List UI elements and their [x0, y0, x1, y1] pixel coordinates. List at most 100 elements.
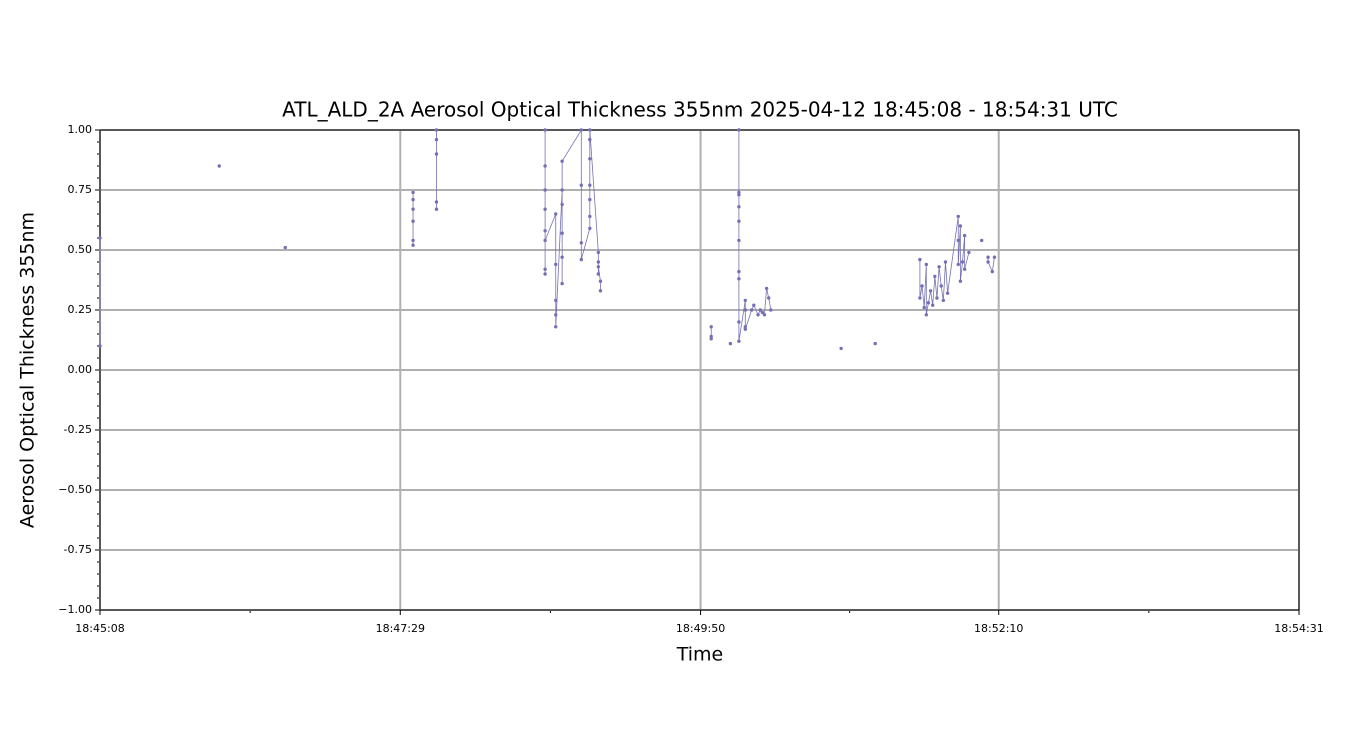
- data-point: [434, 137, 439, 142]
- data-point: [98, 344, 102, 348]
- data-point: [990, 269, 995, 274]
- data-point: [543, 267, 547, 271]
- data-point: [434, 152, 439, 156]
- data-point: [767, 296, 771, 300]
- data-point: [579, 257, 584, 262]
- data-point: [737, 190, 741, 195]
- data-point: [596, 265, 601, 269]
- data-point: [411, 219, 415, 223]
- data-point: [926, 301, 931, 305]
- y-tick-label: 0.25: [68, 303, 93, 316]
- data-point: [920, 284, 924, 288]
- data-point: [588, 214, 592, 219]
- data-point: [979, 238, 984, 243]
- data-point: [596, 260, 601, 264]
- x-tick-label: 18:49:50: [676, 622, 725, 635]
- data-point: [918, 296, 922, 300]
- data-point: [839, 346, 843, 351]
- data-point: [579, 128, 584, 132]
- data-point: [918, 257, 922, 262]
- data-point: [543, 229, 547, 233]
- y-tick-label: -0.25: [64, 423, 92, 436]
- data-point: [560, 281, 564, 286]
- data-point: [411, 190, 415, 195]
- data-point: [752, 303, 756, 307]
- data-point: [98, 236, 102, 240]
- data-point: [737, 219, 741, 223]
- x-tick-label: 18:47:29: [376, 622, 425, 635]
- data-point: [598, 289, 603, 293]
- data-point: [411, 243, 415, 247]
- data-point: [543, 207, 547, 211]
- y-tick-label: −0.50: [58, 483, 92, 496]
- data-point: [283, 245, 287, 250]
- data-point: [588, 183, 592, 187]
- data-point: [962, 267, 967, 271]
- data-point: [986, 260, 990, 264]
- data-point: [434, 207, 439, 211]
- data-point: [764, 286, 769, 291]
- chart-title: ATL_ALD_2A Aerosol Optical Thickness 355…: [282, 98, 1118, 122]
- data-point: [743, 327, 747, 331]
- data-point: [554, 298, 558, 303]
- data-point: [709, 334, 713, 339]
- data-point: [588, 137, 592, 142]
- data-point: [924, 262, 929, 267]
- data-point: [434, 128, 439, 132]
- data-point: [737, 277, 741, 281]
- data-point: [945, 291, 950, 295]
- data-point: [937, 265, 941, 269]
- data-line: [99, 128, 995, 346]
- data-point: [560, 188, 564, 192]
- data-point: [560, 159, 564, 163]
- data-point: [992, 255, 997, 259]
- data-point: [411, 207, 415, 211]
- data-point: [924, 313, 929, 317]
- data-point: [743, 298, 747, 303]
- data-point: [588, 197, 592, 202]
- y-tick-label: 1.00: [68, 123, 93, 136]
- data-point: [933, 274, 937, 279]
- x-axis-label: Time: [676, 644, 724, 666]
- data-point: [958, 224, 963, 228]
- data-point: [737, 238, 741, 243]
- data-point: [939, 284, 943, 288]
- data-point: [743, 325, 747, 329]
- y-axis-label: Aerosol Optical Thickness 355nm: [17, 212, 39, 528]
- data-point: [217, 164, 221, 168]
- data-point: [762, 313, 767, 317]
- data-point: [543, 164, 547, 168]
- data-point: [737, 128, 741, 132]
- data-point: [928, 289, 933, 293]
- x-tick-label: 18:52:10: [974, 622, 1023, 635]
- data-point: [709, 337, 713, 341]
- data-point: [769, 308, 773, 312]
- data-point: [709, 325, 713, 329]
- data-point: [554, 325, 558, 329]
- data-point: [737, 205, 741, 209]
- y-tick-label: 0.00: [68, 363, 93, 376]
- data-point: [543, 272, 547, 276]
- y-tick-label: −1.00: [58, 603, 92, 616]
- data-point: [434, 200, 439, 204]
- data-point: [588, 157, 592, 161]
- data-point: [579, 183, 584, 187]
- data-point: [737, 320, 741, 324]
- data-point: [986, 255, 990, 259]
- data-point: [560, 202, 564, 207]
- data-point: [588, 128, 592, 132]
- y-tick-label: -0.75: [64, 543, 92, 556]
- data-point: [943, 260, 948, 264]
- data-point: [411, 238, 415, 243]
- data-point: [941, 298, 946, 303]
- data-point: [743, 308, 747, 312]
- data-point: [967, 250, 971, 255]
- data-point: [737, 193, 741, 197]
- data-point: [543, 188, 547, 192]
- data-point: [554, 212, 558, 216]
- data-point: [728, 341, 733, 346]
- data-point: [873, 341, 877, 346]
- data-point: [737, 339, 741, 343]
- data-point: [956, 238, 960, 243]
